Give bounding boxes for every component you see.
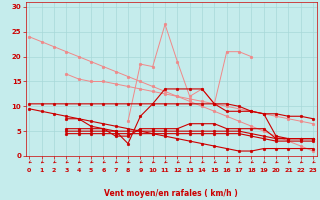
X-axis label: Vent moyen/en rafales ( km/h ): Vent moyen/en rafales ( km/h ) (104, 189, 238, 198)
